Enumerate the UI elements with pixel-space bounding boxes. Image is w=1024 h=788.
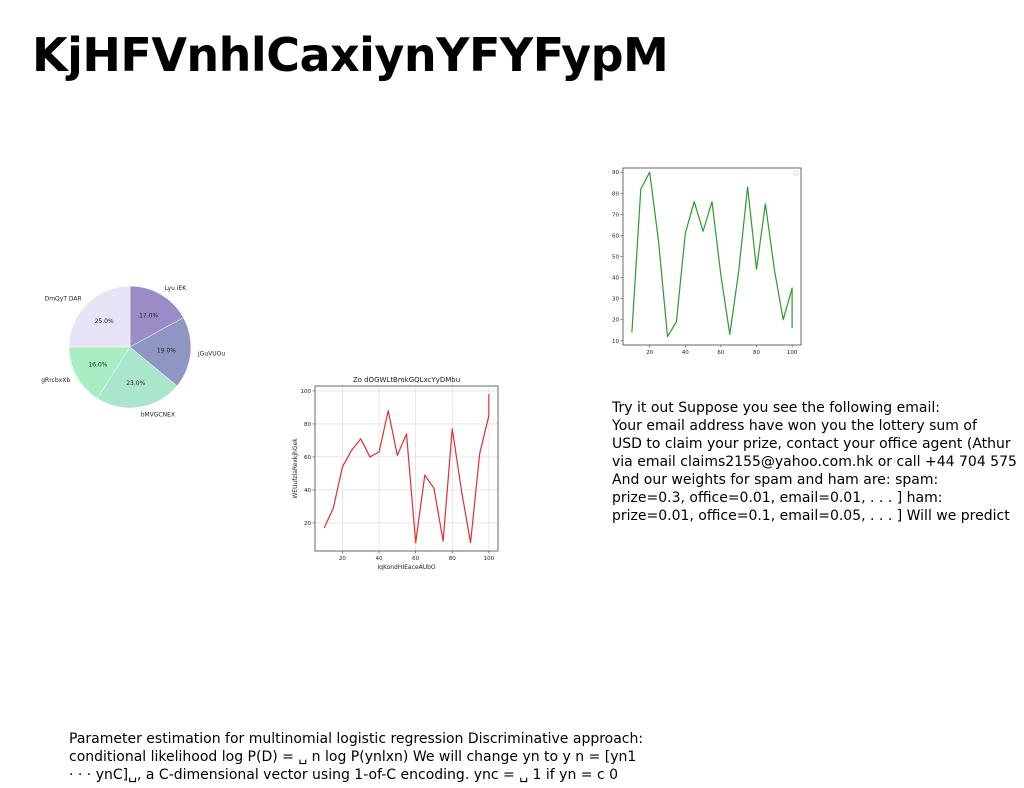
x-tick-label: 20: [646, 350, 653, 356]
x-tick-label: 100: [787, 350, 798, 356]
text-line: prize=0.3, office=0.01, email=0.01, . . …: [612, 490, 943, 506]
text-line: · · · ynC]␣, a C-dimensional vector usin…: [69, 767, 619, 783]
text-line: prize=0.01, office=0.1, email=0.05, . . …: [612, 508, 1010, 524]
plot-frame: [314, 385, 499, 552]
y-tick-label: 50: [612, 255, 619, 261]
y-tick-label: 20: [612, 318, 619, 324]
text-line: via email claims2155@yahoo.com.hk or cal…: [612, 454, 1017, 470]
y-tick-label: 60: [612, 233, 619, 239]
pie-slice: [129, 285, 184, 348]
y-tick-label: 30: [612, 297, 619, 303]
pie-pct-label: 23.0%: [126, 380, 145, 387]
x-axis-label: IqKondHIEaceAUbO: [377, 564, 436, 571]
green-line-chart: 20 40 60 80 100 10 20 30 40 50 60 70 80 90: [612, 167, 802, 356]
x-tick-label: 80: [753, 350, 760, 356]
text-line: And our weights for spam and ham are: sp…: [612, 472, 939, 488]
text-line: Try it out Suppose you see the following…: [612, 400, 940, 416]
y-tick-label: 20: [304, 521, 311, 527]
y-tick-label: 90: [612, 170, 619, 176]
y-tick-label: 40: [304, 488, 311, 494]
x-tick-label: 20: [339, 556, 346, 562]
text-line: Your email address have won you the lott…: [612, 418, 977, 434]
text-line: Parameter estimation for multinomial log…: [69, 731, 644, 747]
parameter-estimation-text: Parameter estimation for multinomial log…: [69, 730, 643, 784]
chart-title: Zo dOGWLtBmkGQLxcYyDMbu: [353, 376, 460, 384]
slide-title: KjHFVnhlCaxiynYFYFypM: [32, 28, 669, 82]
pie-slice: [68, 346, 131, 399]
pie-slice: [129, 317, 192, 387]
pie-pct-label: 25.0%: [95, 318, 114, 325]
pie-slice: [96, 346, 178, 409]
y-tick-label: 80: [304, 422, 311, 428]
pie-chart: 17.0% Lyu iEK 19.0% jGuVUOu 23.0% bMVGCNEX 16.…: [41, 285, 225, 418]
legend-box: [793, 170, 799, 176]
x-tick-label: 40: [376, 556, 383, 562]
x-tick-label: 60: [412, 556, 419, 562]
pie-pct-label: 17.0%: [139, 312, 158, 319]
red-line-chart: Zo dOGWLtBmkGQLxcYyDMbu 20 40 60 80 100 20 40 60…: [292, 376, 499, 571]
y-tick-label: 60: [304, 455, 311, 461]
y-tick-label: 80: [612, 191, 619, 197]
plot-frame: [622, 167, 802, 346]
y-tick-label: 70: [612, 212, 619, 218]
text-line: USD to claim your prize, contact your of…: [612, 436, 1011, 452]
pie-slice-label: Lyu iEK: [165, 285, 188, 292]
series-line: [631, 171, 793, 338]
pie-slice-label: gRrcbxXb: [41, 377, 70, 384]
pie-pct-label: 16.0%: [88, 362, 107, 369]
x-tick-label: 40: [682, 350, 689, 356]
pie-slice-label: bMVGCNEX: [141, 411, 175, 418]
pie-pct-label: 19.0%: [157, 347, 176, 354]
spam-example-text: Try it out Suppose you see the following…: [612, 399, 1017, 525]
pie-slice-label: DmQyT DAR: [45, 296, 82, 303]
pie-slice-label: jGuVUOu: [197, 350, 225, 357]
text-line: conditional likelihood log P(D) = ␣ n lo…: [69, 749, 637, 765]
x-tick-label: 80: [449, 556, 456, 562]
x-tick-label: 100: [484, 556, 495, 562]
y-tick-label: 40: [612, 276, 619, 282]
y-axis-label: WEUufzlaRexkjhGek: [292, 438, 299, 499]
y-tick-label: 100: [301, 389, 312, 395]
pie-slice: [68, 285, 131, 348]
y-tick-label: 10: [612, 339, 619, 345]
series-line: [323, 394, 490, 544]
x-tick-label: 60: [717, 350, 724, 356]
